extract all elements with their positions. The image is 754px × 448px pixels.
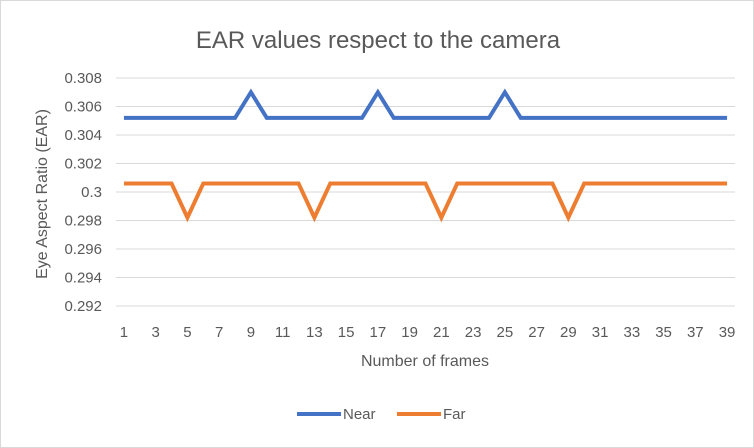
x-tick-label: 7 — [215, 324, 223, 341]
y-tick-label: 0.302 — [64, 156, 102, 173]
series-line-near — [123, 88, 728, 120]
y-tick-label: 0.296 — [64, 241, 102, 258]
legend-label-far: Far — [443, 406, 466, 423]
x-tick-label: 17 — [370, 324, 387, 341]
y-tick-label: 0.3 — [81, 184, 102, 201]
series-line-far — [123, 181, 728, 223]
x-tick-label: 29 — [560, 324, 577, 341]
y-tick-label: 0.292 — [64, 298, 102, 315]
x-tick-label: 25 — [497, 324, 514, 341]
x-axis-title: Number of frames — [361, 353, 489, 370]
x-tick-label: 1 — [120, 324, 128, 341]
x-tick-label: 5 — [183, 324, 191, 341]
x-tick-label: 35 — [655, 324, 672, 341]
x-tick-label: 19 — [401, 324, 418, 341]
x-tick-label: 3 — [152, 324, 160, 341]
y-tick-label: 0.308 — [64, 70, 102, 87]
y-tick-label: 0.306 — [64, 99, 102, 116]
x-tick-label: 13 — [306, 324, 323, 341]
y-axis-title: Eye Aspect Ratio (EAR) — [34, 109, 51, 279]
y-tick-label: 0.304 — [64, 127, 102, 144]
x-tick-label: 11 — [275, 324, 291, 341]
legend-label-near: Near — [343, 406, 376, 423]
series-lines — [123, 88, 728, 223]
x-tick-labels: 1 3 5 7 9 11 13 15 17 19 21 23 25 27 29 31 33 35 37 39 — [120, 324, 736, 341]
y-tick-label: 0.294 — [64, 270, 102, 287]
x-tick-label: 37 — [687, 324, 704, 341]
x-tick-label: 9 — [247, 324, 255, 341]
x-tick-label: 21 — [433, 324, 450, 341]
legend: Near Far — [297, 406, 466, 423]
x-tick-label: 23 — [465, 324, 482, 341]
x-tick-label: 27 — [528, 324, 545, 341]
x-tick-label: 15 — [338, 324, 355, 341]
chart-title: EAR values respect to the camera — [196, 27, 561, 54]
x-tick-label: 31 — [592, 324, 609, 341]
y-tick-label: 0.298 — [64, 213, 102, 230]
x-tick-label: 33 — [623, 324, 640, 341]
y-tick-labels: 0.292 0.294 0.296 0.298 0.3 0.302 0.304 0.306 0.… — [64, 70, 102, 315]
x-tick-label: 39 — [719, 324, 736, 341]
gridlines — [116, 77, 735, 307]
